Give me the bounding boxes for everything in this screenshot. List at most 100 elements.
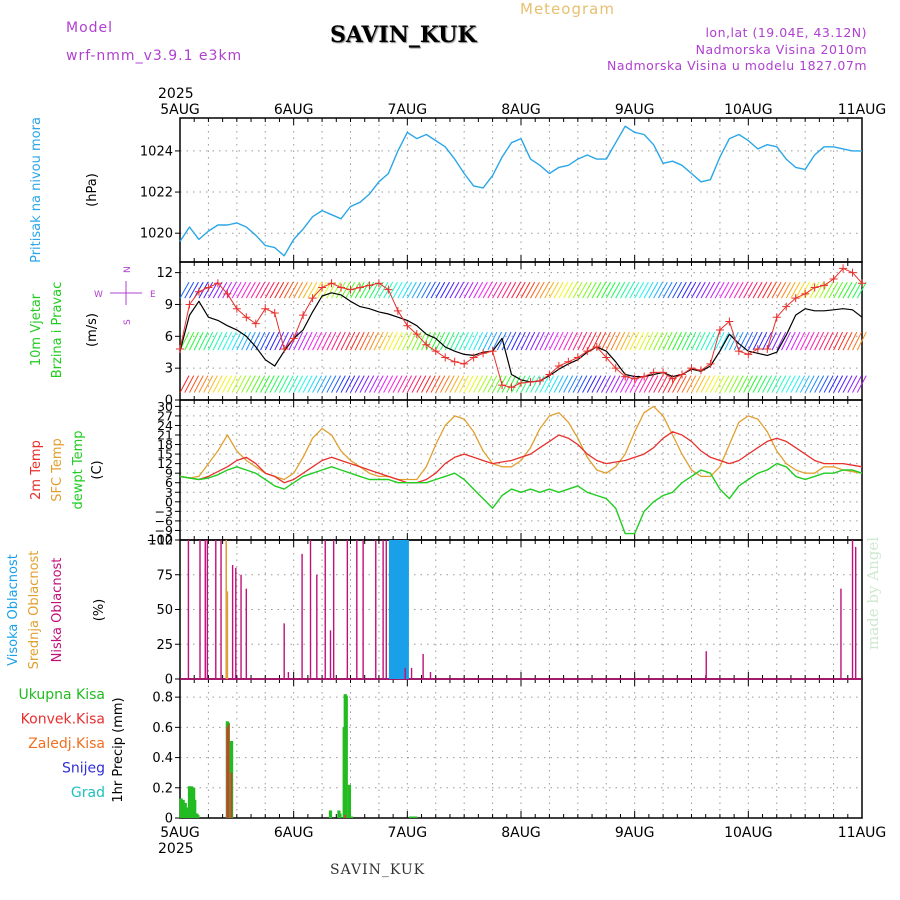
wind-direction-hatch [672, 331, 683, 351]
high-cloud-bar [399, 540, 403, 679]
wind-direction-hatch [567, 281, 578, 299]
wind-direction-hatch [207, 331, 218, 351]
ytick-label: 75 [156, 568, 173, 583]
wind-direction-hatch [255, 281, 266, 299]
wind-direction-hatch [293, 331, 304, 351]
wind-gust-mark [346, 285, 355, 294]
wind-gust-mark [261, 304, 270, 313]
wind-direction-hatch [222, 375, 233, 393]
wind-direction-hatch [776, 281, 787, 299]
wind-direction-hatch [743, 331, 754, 351]
wind-direction-hatch [236, 375, 247, 393]
xtick-label-bottom: 10AUG [724, 825, 773, 841]
wind-direction-hatch [255, 375, 266, 393]
wind-gust-mark [355, 283, 364, 292]
wind-gust-mark [649, 368, 658, 377]
wind-direction-hatch [203, 375, 214, 393]
wind-direction-hatch [198, 375, 209, 393]
wind-direction-hatch [686, 281, 697, 299]
wind-direction-hatch [468, 281, 479, 299]
wind-direction-hatch [856, 331, 867, 351]
wind-direction-hatch [212, 331, 223, 351]
wind-direction-hatch [487, 331, 498, 351]
wind-direction-hatch [785, 281, 796, 299]
wind-direction-hatch [250, 281, 261, 299]
precip-legend-item: Snijeg [62, 761, 105, 777]
wind-direction-hatch [463, 375, 474, 393]
precip-legend-item: Grad [71, 785, 105, 801]
ytick-label: 0 [165, 494, 173, 509]
wind-gust-mark [668, 374, 677, 383]
wind-direction-hatch [733, 331, 744, 351]
low-cloud-bar [429, 672, 432, 679]
wind-direction-hatch [544, 281, 555, 299]
wind-direction-hatch [378, 331, 389, 351]
wind-direction-hatch [795, 281, 806, 299]
wind-gust-mark [545, 370, 554, 379]
wind-gust-mark [251, 319, 260, 328]
wind-direction-hatch [354, 375, 365, 393]
wind-direction-hatch [501, 281, 512, 299]
low-cloud-bar [854, 546, 857, 679]
wind-direction-hatch [842, 281, 853, 299]
wind-direction-hatch [487, 281, 498, 299]
wind-direction-hatch [241, 331, 252, 351]
wind-direction-hatch [747, 375, 758, 393]
wind-direction-hatch [563, 375, 574, 393]
wind-direction-hatch [648, 281, 659, 299]
low-cloud-bar [316, 574, 318, 679]
wind-direction-hatch [425, 281, 436, 299]
wind-direction-hatch [653, 331, 664, 351]
wind-direction-hatch [586, 281, 597, 299]
total-precip-bar [338, 813, 342, 818]
low-cloud-bar [245, 588, 248, 679]
ytick-label: 12 [157, 456, 173, 471]
wind-direction-hatch [279, 375, 289, 393]
wind-gust-mark [829, 274, 838, 283]
wind-direction-hatch [269, 375, 280, 393]
wind-direction-hatch [350, 375, 360, 393]
wind-direction-hatch [501, 375, 512, 393]
wind-direction-hatch [643, 331, 654, 351]
wind-gust-mark [554, 362, 563, 371]
wind-direction-hatch [553, 375, 564, 393]
wind-direction-hatch [799, 375, 810, 393]
mid-cloud-bar [225, 540, 228, 679]
wind-direction-hatch [852, 331, 862, 351]
wind-axis-label-2: Brzina i Pravac [50, 282, 65, 379]
wind-direction-hatch [226, 331, 237, 351]
wind-direction-hatch [387, 375, 398, 393]
wind-direction-hatch [539, 281, 550, 299]
wind-direction-hatch [297, 375, 308, 393]
wind-gust-mark [583, 347, 592, 356]
wind-direction-hatch [425, 375, 436, 393]
wind-direction-hatch [724, 331, 735, 351]
wind-direction-hatch [558, 281, 569, 299]
wind-direction-hatch [582, 281, 593, 299]
wind-direction-hatch [269, 281, 280, 299]
wind-direction-hatch [781, 331, 791, 351]
wind-direction-hatch [264, 331, 275, 351]
ytick-label: 3 [165, 485, 173, 500]
wind-direction-hatch [179, 375, 190, 393]
temp-axis-label-2m: 2m Temp [29, 440, 44, 500]
wind-gust-mark [725, 317, 734, 326]
wind-direction-hatch [369, 281, 379, 299]
wind-direction-hatch [416, 375, 427, 393]
wind-direction-hatch [312, 331, 323, 351]
wind-direction-hatch [406, 375, 417, 393]
wind-gust-mark [734, 347, 743, 356]
wind-direction-hatch [691, 375, 701, 393]
wind-direction-hatch [582, 375, 593, 393]
compass-w: W [94, 290, 103, 300]
wind-direction-hatch [700, 331, 711, 351]
wind-direction-hatch [383, 331, 394, 351]
ytick-label: 6 [165, 475, 173, 490]
ytick-label: 6 [165, 330, 173, 345]
wind-direction-hatch [563, 281, 574, 299]
wind-direction-hatch [686, 331, 697, 351]
wind-direction-hatch [444, 281, 455, 299]
ytick-label: 0 [165, 812, 173, 827]
cloud-unit: (%) [92, 599, 107, 622]
wind-direction-hatch [331, 375, 341, 393]
